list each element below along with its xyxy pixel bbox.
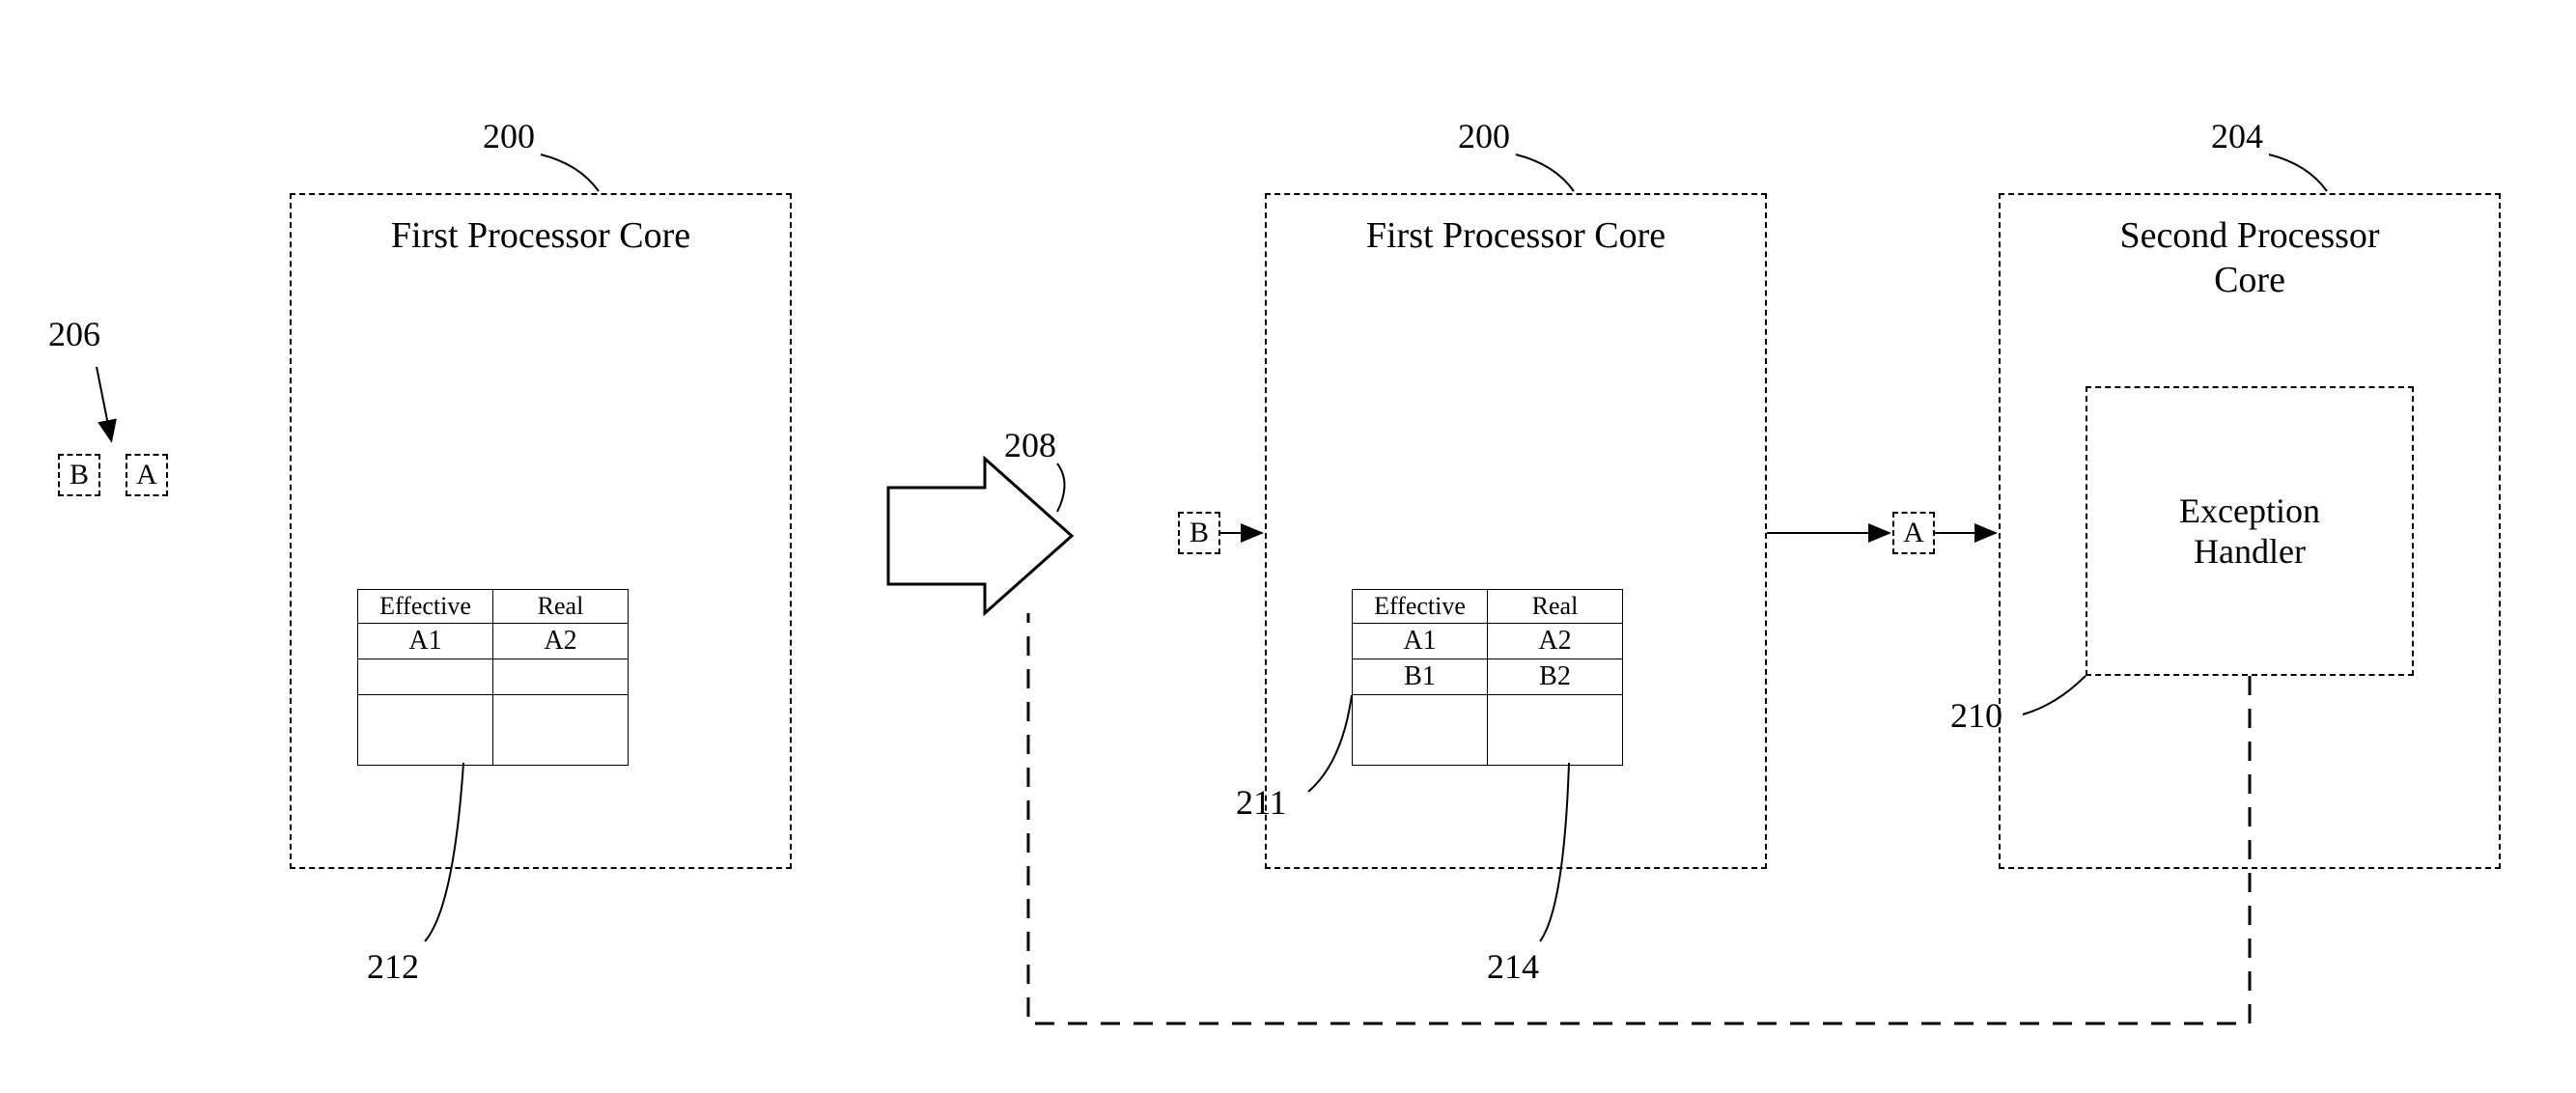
core1-right-title: First Processor Core bbox=[1267, 195, 1765, 257]
tlb-cell bbox=[1353, 695, 1488, 731]
ref-200-left: 200 bbox=[483, 116, 535, 156]
tlb-cell: B1 bbox=[1353, 659, 1488, 695]
tlb-header: Real bbox=[493, 590, 629, 624]
exception-line1: Exception bbox=[2179, 490, 2320, 531]
tlb-cell bbox=[1488, 730, 1623, 766]
box-b-left: B bbox=[58, 454, 100, 496]
tlb-cell: A1 bbox=[1353, 624, 1488, 659]
tlb-header: Effective bbox=[1353, 590, 1488, 624]
tlb-cell: A2 bbox=[493, 624, 629, 659]
tlb-cell bbox=[1353, 730, 1488, 766]
tlb-cell: B2 bbox=[1488, 659, 1623, 695]
core2-title: Second ProcessorCore bbox=[2001, 195, 2499, 302]
core1-right-box: First Processor Core bbox=[1265, 193, 1767, 869]
tlb-cell bbox=[1488, 695, 1623, 731]
tlb-cell bbox=[358, 659, 493, 695]
tlb-cell bbox=[358, 695, 493, 731]
box-a-left: A bbox=[126, 454, 168, 496]
ref-211: 211 bbox=[1236, 782, 1287, 823]
ref-204: 204 bbox=[2211, 116, 2263, 156]
core1-left-box: First Processor Core bbox=[290, 193, 792, 869]
box-b-right: B bbox=[1178, 512, 1220, 554]
tlb-cell bbox=[358, 730, 493, 766]
ref-210: 210 bbox=[1950, 695, 2002, 736]
ref-208: 208 bbox=[1004, 425, 1056, 465]
tlb-cell bbox=[493, 659, 629, 695]
tlb-cell bbox=[493, 730, 629, 766]
exception-line2: Handler bbox=[2194, 531, 2306, 572]
exception-handler-box: Exception Handler bbox=[2086, 386, 2414, 676]
tlb-header: Effective bbox=[358, 590, 493, 624]
tlb-cell: A1 bbox=[358, 624, 493, 659]
ref-206: 206 bbox=[48, 314, 100, 354]
diagram: First Processor Core First Processor Cor… bbox=[0, 0, 2576, 1093]
tlb-cell bbox=[493, 695, 629, 731]
tlb-table-right: Effective Real A1A2 B1B2 bbox=[1352, 589, 1623, 766]
box-a-right: A bbox=[1892, 512, 1935, 554]
ref-200-right: 200 bbox=[1458, 116, 1510, 156]
ref-214: 214 bbox=[1487, 946, 1539, 987]
tlb-header: Real bbox=[1488, 590, 1623, 624]
tlb-cell: A2 bbox=[1488, 624, 1623, 659]
tlb-table-left: Effective Real A1A2 bbox=[357, 589, 629, 766]
ref-212: 212 bbox=[367, 946, 419, 987]
core1-left-title: First Processor Core bbox=[292, 195, 790, 257]
